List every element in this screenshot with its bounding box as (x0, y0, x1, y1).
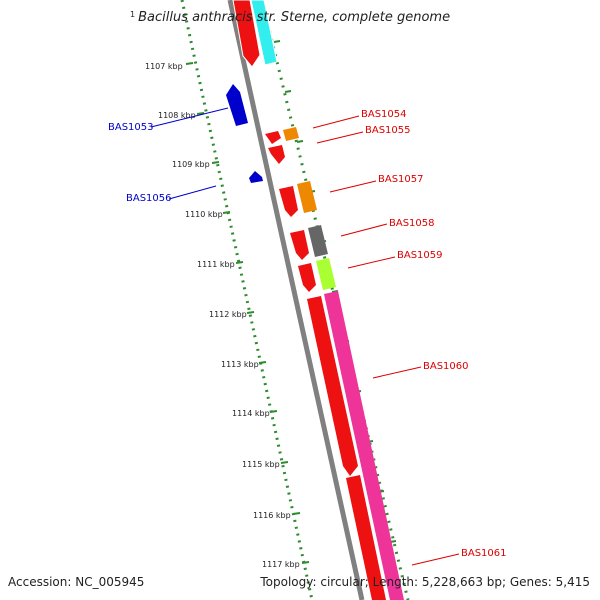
tick-mark (258, 361, 267, 364)
cog-pink-bas1060[interactable] (324, 291, 404, 600)
gene-label-bas1059[interactable]: BAS1059 (397, 250, 443, 261)
genome-summary-text: Topology: circular; Length: 5,228,663 bp… (260, 575, 590, 589)
tick-mark (235, 261, 244, 264)
tick-label: 1113 kbp (221, 360, 259, 369)
gene-bas1060[interactable] (307, 296, 358, 476)
tick-label: 1116 kbp (253, 511, 291, 520)
tick-mark (222, 211, 231, 214)
gene-label-bas1054[interactable]: BAS1054 (361, 109, 407, 120)
gene-bas1053[interactable] (226, 84, 248, 126)
gene-label-bas1056[interactable]: BAS1056 (126, 193, 172, 204)
gene-label-bas1055[interactable]: BAS1055 (365, 125, 411, 136)
tick-label: 1110 kbp (185, 210, 223, 219)
tick-label: 1112 kbp (209, 310, 247, 319)
tick-label: 1114 kbp (232, 409, 270, 418)
gene-bas1061[interactable] (346, 475, 386, 600)
gene-label-bas1053[interactable]: BAS1053 (108, 122, 154, 133)
cog-orange-bas1057[interactable] (297, 181, 317, 213)
gene-bas1057[interactable] (279, 186, 298, 217)
genome-title: 1 Bacillus anthracis str. Sterne, complet… (130, 10, 450, 25)
organism-name: Bacillus anthracis str. Sterne, complete… (138, 10, 451, 25)
cog-gray-bas1058[interactable] (308, 225, 328, 257)
sequence-backbone (227, 0, 365, 600)
tick-label: 1108 kbp (158, 111, 196, 120)
tick-mark (211, 161, 220, 164)
tick-mark (292, 512, 301, 515)
gene-labels: BAS1053 BAS1054 BAS1055 BAS1056 BAS1057 … (108, 109, 507, 559)
gene-bas1055[interactable] (268, 145, 285, 164)
tick-mark (280, 461, 289, 464)
tick-label: 1115 kbp (242, 460, 280, 469)
tick-mark (196, 112, 205, 115)
gene-bas1054[interactable] (265, 131, 281, 144)
gene-bas1056[interactable] (249, 171, 263, 183)
outer-dotted-guide (180, 0, 314, 600)
tick-mark (269, 410, 278, 413)
gene-bas1059[interactable] (298, 263, 316, 292)
cog-lime-bas1059[interactable] (316, 258, 336, 290)
title-index: 1 (130, 10, 136, 19)
gene-label-bas1058[interactable]: BAS1058 (389, 218, 435, 229)
tick-mark (246, 311, 255, 314)
tick-label: 1109 kbp (172, 160, 210, 169)
cog-orange-bas1054[interactable] (283, 127, 299, 141)
gene-label-bas1057[interactable]: BAS1057 (378, 174, 424, 185)
tick-label: 1117 kbp (262, 560, 300, 569)
ruler-ticks: 1107 kbp 1108 kbp 1109 kbp 1110 kbp 1111… (145, 62, 310, 569)
tick-label: 1107 kbp (145, 62, 183, 71)
tick-mark (185, 62, 194, 65)
cog-cyan-top[interactable] (250, 0, 278, 66)
tick-mark (301, 561, 310, 564)
gene-red-top[interactable] (232, 0, 261, 68)
label-leaders (150, 107, 460, 566)
gene-label-bas1060[interactable]: BAS1060 (423, 361, 469, 372)
gene-label-bas1061[interactable]: BAS1061 (461, 548, 507, 559)
tick-label: 1111 kbp (197, 260, 235, 269)
accession-text: Accession: NC_005945 (8, 575, 145, 589)
gene-bas1058[interactable] (290, 230, 309, 260)
